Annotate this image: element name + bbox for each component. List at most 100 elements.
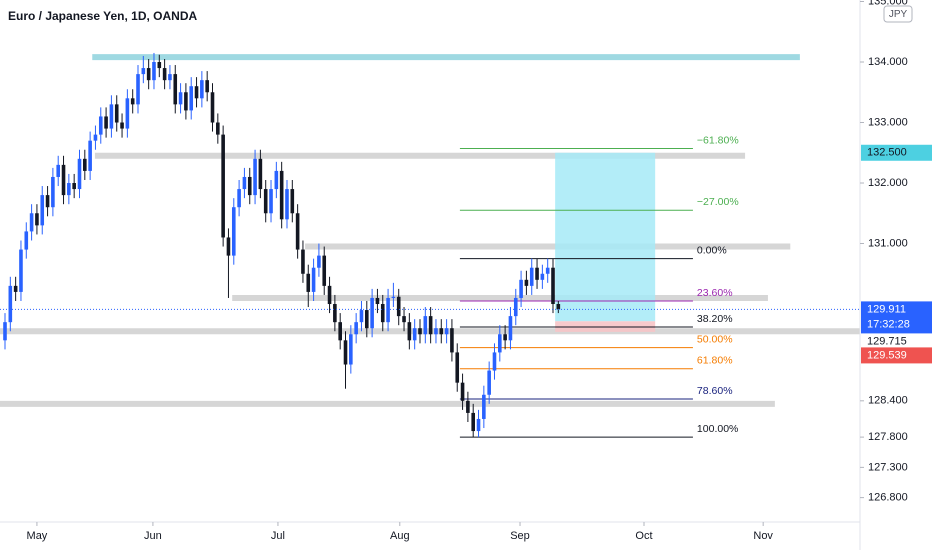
candle-body [434, 328, 438, 335]
candle-body [349, 334, 353, 365]
candle-body [253, 158, 257, 196]
candle-body [513, 297, 518, 317]
x-tick-label: Jun [144, 530, 162, 542]
fib-label: −27.00% [697, 196, 739, 208]
countdown-label: 17:32:28 [867, 318, 910, 330]
candle-body [24, 231, 29, 250]
candle-body [29, 213, 34, 232]
candle-body [120, 122, 124, 129]
x-tick-label: May [27, 530, 48, 542]
candle-body [396, 296, 401, 317]
candle-body [333, 304, 337, 323]
fib-label: 38.20% [697, 313, 733, 325]
candle-body [466, 400, 470, 413]
candle-body [322, 255, 327, 286]
x-tick-label: Nov [753, 530, 773, 542]
candle-body [482, 394, 486, 419]
candle-body [189, 86, 194, 111]
fib-label: 50.00% [697, 333, 733, 345]
candle-body [221, 134, 225, 238]
candle-body [51, 176, 55, 208]
candle-body [508, 316, 513, 341]
x-tick-label: Sep [510, 530, 530, 542]
fib-label: 23.60% [697, 287, 733, 299]
candle-body [423, 316, 428, 335]
candle-body [93, 134, 98, 141]
candle-body [338, 322, 342, 341]
candle-body [412, 328, 417, 341]
candle-body [157, 62, 162, 69]
candle-body [104, 116, 108, 129]
y-tick-label: 131.000 [868, 237, 908, 249]
candle-body [72, 183, 76, 190]
candle-body [231, 207, 236, 256]
candle-body [98, 116, 103, 135]
currency-label[interactable]: JPY [889, 9, 908, 20]
x-tick-label: Oct [635, 530, 652, 542]
candle-body [364, 310, 369, 329]
candle-body [274, 170, 279, 190]
fib-label: −61.80% [697, 134, 739, 146]
candle-body [354, 322, 358, 335]
price-label: 129.911 [867, 303, 906, 315]
candle-body [194, 86, 199, 99]
candle-body [301, 249, 305, 274]
axes: 135.000 134.000 133.000 132.000 131.000 128.4… [27, 0, 932, 542]
candle-body [540, 273, 545, 280]
candle-body [450, 328, 454, 353]
candle-body [487, 370, 491, 395]
x-tick-label: Aug [390, 530, 410, 542]
candle-body [476, 418, 481, 432]
candle-body [136, 74, 140, 105]
candle-body [237, 189, 241, 208]
candle-body [386, 297, 390, 323]
candle-body [216, 122, 220, 135]
y-tick-label: 126.800 [868, 492, 908, 504]
candle-body [162, 68, 167, 81]
candle-body [444, 328, 449, 335]
fib-label: 100.00% [697, 423, 738, 435]
candle-body [551, 267, 555, 305]
candle-body [327, 285, 332, 305]
candle-body [402, 316, 406, 323]
candle-body [311, 267, 316, 292]
candle-body [375, 297, 380, 305]
fib-label: 0.00% [697, 244, 727, 256]
candle-body [226, 237, 231, 256]
candle-body [535, 267, 539, 280]
candle-body [391, 296, 396, 298]
candle-body [61, 164, 66, 196]
candle-body [263, 189, 268, 214]
candle-body [146, 68, 151, 81]
candle-body [529, 267, 534, 286]
candle-body [439, 328, 444, 335]
candle-body [556, 304, 561, 310]
price-label: 132.500 [867, 147, 907, 159]
candle-body [428, 316, 433, 335]
candle-body [45, 195, 50, 208]
candle-body [279, 170, 284, 220]
candle-body [317, 255, 321, 268]
candle-body [205, 80, 209, 93]
candle-body [498, 334, 502, 353]
candle-body [109, 104, 114, 129]
profit-zone [555, 152, 656, 322]
candle-body [56, 164, 61, 177]
candle-body [370, 297, 374, 329]
candle-body [359, 310, 364, 323]
candle-body [200, 80, 204, 99]
price-label-box [861, 301, 932, 334]
y-tick-label: 132.000 [868, 177, 908, 189]
candle-body [306, 273, 311, 292]
candle-body [290, 189, 295, 214]
currency-box[interactable] [883, 5, 913, 23]
candle-body [152, 62, 156, 81]
candle-body [13, 285, 18, 292]
candle-body [380, 304, 385, 323]
price-label: 129.715 [867, 335, 907, 347]
y-tick-label: 134.000 [868, 56, 908, 68]
candle-body [460, 382, 465, 401]
candle-body [19, 249, 23, 292]
candle-body [503, 334, 507, 341]
